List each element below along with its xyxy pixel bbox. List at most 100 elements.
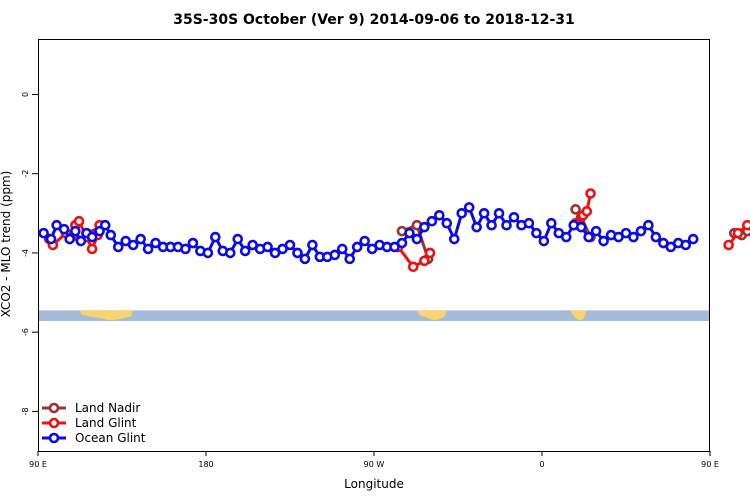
data-point: [407, 261, 419, 273]
legend-item-ocean-glint: Ocean Glint: [42, 431, 146, 445]
data-point: [351, 241, 363, 253]
y-tick-label: 0: [21, 92, 30, 97]
data-point: [628, 231, 639, 243]
data-point: [404, 227, 415, 239]
data-point: [127, 239, 139, 251]
data-point: [262, 241, 273, 253]
x-tick-label: 180: [198, 460, 213, 469]
data-point: [456, 208, 468, 219]
data-point: [635, 225, 647, 237]
data-point: [70, 225, 81, 237]
data-point: [210, 231, 221, 243]
data-point: [75, 235, 87, 247]
data-point: [581, 206, 593, 217]
data-point: [180, 243, 191, 255]
map-land-patch-2: [416, 310, 447, 321]
map-ocean-band: [38, 310, 710, 322]
data-point: [650, 231, 662, 243]
map-strip: [38, 310, 710, 322]
data-point: [687, 233, 699, 245]
data-point: [284, 239, 296, 251]
data-point: [590, 225, 602, 237]
data-point: [501, 219, 512, 231]
data-point: [396, 237, 408, 249]
y-axis-label: XCO2 - MLO trend (ppm): [0, 171, 13, 318]
legend-label: Ocean Glint: [75, 431, 146, 445]
legend-marker: [48, 432, 60, 444]
data-point: [478, 208, 490, 219]
data-point: [86, 231, 98, 243]
x-tick-label: 90 E: [29, 460, 47, 469]
x-tick-label: 90 E: [701, 460, 719, 469]
data-point: [419, 255, 430, 267]
data-point: [202, 247, 214, 259]
data-point: [73, 215, 85, 227]
data-point: [58, 223, 70, 235]
data-point: [64, 233, 76, 245]
data-point: [86, 243, 98, 255]
data-point: [471, 221, 482, 233]
data-point: [570, 204, 581, 215]
x-tick-label: 90 W: [364, 460, 385, 469]
data-point: [723, 239, 734, 251]
data-point: [538, 235, 550, 247]
data-point: [94, 225, 105, 237]
data-point: [486, 219, 497, 231]
data-point: [307, 239, 318, 251]
data-point: [239, 245, 251, 257]
data-point: [523, 217, 535, 229]
data-point: [585, 188, 596, 199]
data-point: [411, 233, 423, 245]
map-land-patch-1: [79, 310, 134, 321]
data-point: [344, 253, 356, 265]
x-axis: 90 E 180 90 W 0 90 E: [29, 451, 719, 469]
data-point: [531, 227, 542, 239]
data-point: [38, 227, 49, 239]
legend-marker: [48, 417, 60, 429]
data-point: [329, 249, 341, 261]
data-point: [560, 231, 572, 243]
data-point: [426, 215, 438, 227]
chart-title: 35S-30S October (Ver 9) 2014-09-06 to 20…: [173, 12, 575, 28]
data-point: [493, 208, 505, 219]
data-point: [419, 221, 430, 233]
data-point: [732, 227, 744, 239]
data-point: [224, 247, 236, 259]
x-axis-label: Longitude: [344, 477, 404, 491]
data-point: [232, 233, 244, 245]
plot-series: [38, 188, 750, 273]
data-point: [424, 247, 436, 259]
data-point: [742, 219, 750, 231]
y-tick-label: -4: [21, 249, 30, 257]
data-point: [187, 237, 199, 249]
data-point: [336, 243, 348, 255]
data-point: [508, 211, 520, 223]
data-point: [643, 219, 654, 231]
legend-item-land-glint: Land Glint: [42, 416, 137, 430]
y-tick-label: -2: [21, 170, 30, 178]
y-tick-label: -6: [21, 328, 30, 336]
y-axis: 0 -2 -4 -6 -8: [21, 92, 38, 415]
data-point: [105, 229, 117, 241]
legend-item-land-nadir: Land Nadir: [42, 401, 140, 415]
data-point: [441, 217, 453, 229]
data-point: [292, 247, 303, 259]
map-land-patch-3: [570, 310, 587, 321]
data-point: [359, 235, 370, 247]
data-point: [680, 239, 692, 251]
data-point: [448, 233, 460, 245]
data-point: [142, 243, 154, 255]
data-point: [99, 219, 111, 231]
data-point: [434, 209, 445, 221]
data-point: [598, 235, 609, 247]
x-tick-label: 0: [539, 460, 544, 469]
data-point: [135, 233, 146, 245]
data-point: [45, 233, 57, 245]
series-ocean-glint: [38, 202, 699, 265]
data-point: [463, 202, 475, 213]
data-point: [575, 221, 587, 233]
data-point: [112, 241, 124, 253]
y-tick-label: -8: [21, 407, 30, 415]
